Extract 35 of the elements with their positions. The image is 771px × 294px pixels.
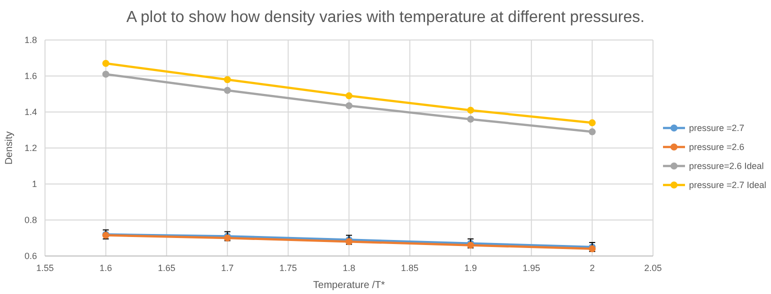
x-tick-label: 2 (590, 263, 595, 273)
y-tick-label: 1.6 (24, 71, 37, 81)
legend-label: pressure=2.6 Ideal (689, 161, 764, 171)
y-tick-label: 0.6 (24, 251, 37, 261)
legend-label: pressure =2.6 (689, 142, 744, 152)
y-tick-label: 1.2 (24, 143, 37, 153)
x-tick-label: 1.6 (100, 263, 112, 273)
x-tick-label: 1.85 (401, 263, 419, 273)
y-tick-label: 1 (32, 179, 37, 189)
legend-label: pressure =2.7 (689, 123, 744, 133)
x-tick-label: 1.55 (36, 263, 54, 273)
legend-label: pressure =2.7 Ideal (689, 180, 766, 190)
x-tick-label: 1.95 (522, 263, 540, 273)
point (224, 86, 231, 94)
point (102, 70, 110, 78)
x-tick-label: 1.7 (221, 263, 234, 273)
x-tick-label: 1.75 (279, 263, 297, 273)
y-tick-label: 1.8 (24, 35, 37, 45)
y-tick-label: 1.4 (24, 107, 37, 117)
point (346, 92, 352, 100)
x-tick-label: 1.65 (158, 263, 176, 273)
point (588, 128, 596, 136)
x-tick-label: 2.05 (644, 263, 662, 273)
x-axis-title: Temperature /T* (313, 280, 385, 291)
x-tick-label: 1.8 (342, 263, 356, 273)
point (346, 102, 352, 110)
point (467, 106, 474, 114)
x-tick-label: 1.9 (464, 263, 477, 273)
point (588, 119, 596, 126)
y-axis-title: Density (4, 131, 15, 165)
y-tick-label: 0.8 (24, 215, 37, 225)
point (102, 60, 110, 67)
point (467, 116, 474, 123)
point (224, 76, 231, 84)
chart-title: A plot to show how density varies with temperature at different pressures. (126, 9, 645, 26)
